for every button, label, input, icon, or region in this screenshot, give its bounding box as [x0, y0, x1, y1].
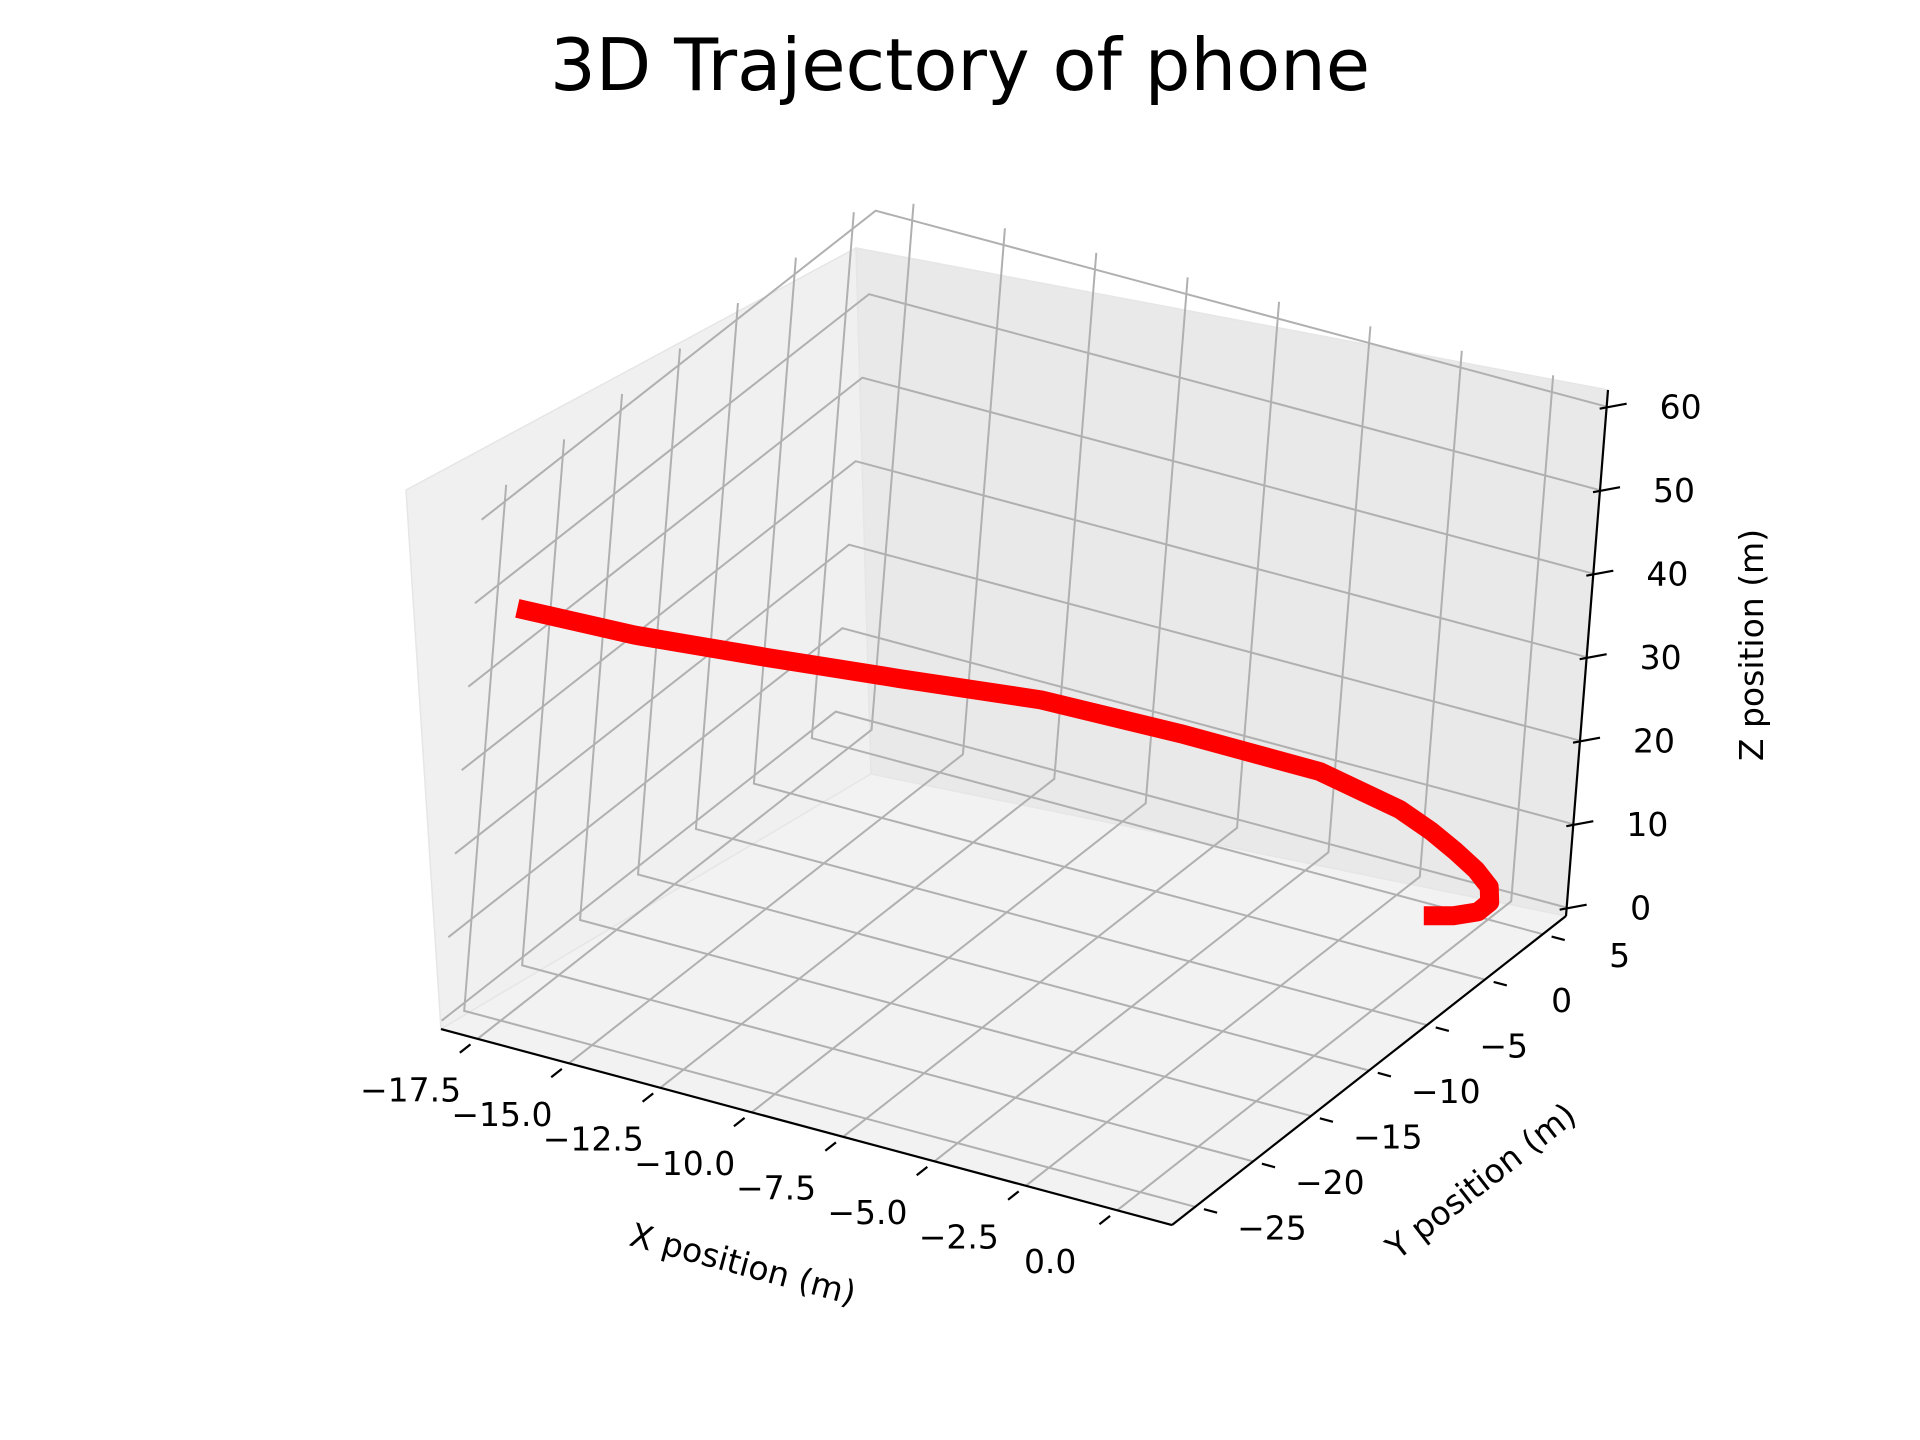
x-grid-line — [659, 252, 1098, 1089]
y-tick-mark — [1203, 1208, 1218, 1214]
z-tick-mark — [1579, 653, 1607, 661]
x-grid-line — [933, 326, 1372, 1163]
x-tick-mark — [641, 1092, 654, 1103]
y-tick-mark — [1435, 1026, 1450, 1033]
x-grid-line — [751, 277, 1189, 1114]
x-tick-label: −17.5 — [360, 1070, 461, 1109]
x-grid-line — [842, 301, 1281, 1138]
y-tick-mark — [1261, 1162, 1276, 1169]
z-tick-mark — [1592, 486, 1621, 494]
z-grid-line — [461, 460, 1587, 771]
z-tick-mark — [1566, 820, 1594, 828]
y-tick-label: −5 — [1479, 1027, 1528, 1066]
y-tick-label: −25 — [1237, 1208, 1307, 1247]
y-tick-label: −20 — [1295, 1163, 1365, 1202]
z-tick-label: 40 — [1646, 555, 1688, 594]
z-grid-line — [441, 710, 1567, 1022]
chart-title: 3D Trajectory of phone — [550, 23, 1370, 107]
z-tick-label: 10 — [1626, 805, 1668, 844]
x-tick-label: −7.5 — [736, 1168, 816, 1207]
z-grid-line — [481, 209, 1607, 521]
x-tick-label: −12.5 — [543, 1119, 644, 1158]
z-tick-label: 30 — [1640, 638, 1682, 677]
y-grid-line — [810, 212, 1544, 936]
y-grid-line — [636, 348, 1370, 1072]
y-axis-line — [1171, 915, 1567, 1226]
tick-labels: −17.5−15.0−12.5−10.0−7.5 −5.0 −2.5 0.0 −25 −2… — [360, 388, 1702, 1281]
y-tick-mark — [1493, 980, 1508, 987]
x-grid-line — [1116, 375, 1555, 1212]
y-grid-line — [578, 393, 1312, 1117]
trajectory-line — [515, 599, 1500, 926]
z-tick-label: 0 — [1630, 889, 1651, 928]
x-tick-label: −2.5 — [919, 1217, 999, 1256]
y-tick-mark — [1377, 1071, 1392, 1078]
x-tick-label: −5.0 — [827, 1193, 907, 1232]
z-tick-mark — [1559, 903, 1587, 911]
y-tick-label: 5 — [1609, 936, 1630, 975]
x-tick-mark — [824, 1141, 837, 1152]
x-tick-label: −10.0 — [634, 1144, 735, 1183]
y-tick-mark — [1551, 935, 1566, 942]
z-axis-label: Z position (m) — [1732, 529, 1771, 761]
y-tick-label: −10 — [1411, 1072, 1481, 1111]
series-layer — [515, 599, 1500, 926]
x-tick-label: 0.0 — [1024, 1242, 1076, 1281]
z-tick-mark — [1572, 736, 1601, 744]
x-tick-mark — [459, 1043, 472, 1054]
z-tick-label: 50 — [1653, 471, 1695, 510]
x-grid-line — [1025, 350, 1463, 1187]
axes — [440, 389, 1610, 1227]
y-grid-line — [463, 484, 1196, 1208]
z-tick-label: 20 — [1633, 722, 1675, 761]
x-axis-label: X position (m) — [626, 1215, 860, 1313]
y-tick-mark — [1319, 1117, 1334, 1123]
x-tick-mark — [916, 1165, 929, 1177]
y-grid-line — [694, 302, 1428, 1027]
x-tick-mark — [733, 1116, 746, 1128]
z-tick-label: 60 — [1660, 388, 1702, 427]
z-grid-line — [474, 293, 1601, 604]
y-tick-label: 0 — [1551, 981, 1572, 1020]
x-tick-mark — [1098, 1214, 1111, 1226]
z-axis-line — [1564, 389, 1610, 917]
x-tick-mark — [550, 1067, 563, 1079]
x-grid-line — [476, 203, 915, 1040]
z-tick-mark — [1586, 569, 1614, 577]
tick-marks — [459, 402, 1627, 1226]
x-axis-line — [440, 1027, 1173, 1227]
x-tick-label: −15.0 — [451, 1095, 552, 1134]
x-tick-mark — [1007, 1190, 1020, 1201]
z-tick-mark — [1599, 402, 1627, 410]
x-grid-line — [568, 228, 1006, 1065]
y-tick-label: −15 — [1353, 1118, 1423, 1157]
z-grid-line — [454, 543, 1581, 855]
y-grid-line — [752, 257, 1486, 981]
z-grid-line — [447, 627, 1574, 938]
z-grid-line — [467, 376, 1594, 688]
